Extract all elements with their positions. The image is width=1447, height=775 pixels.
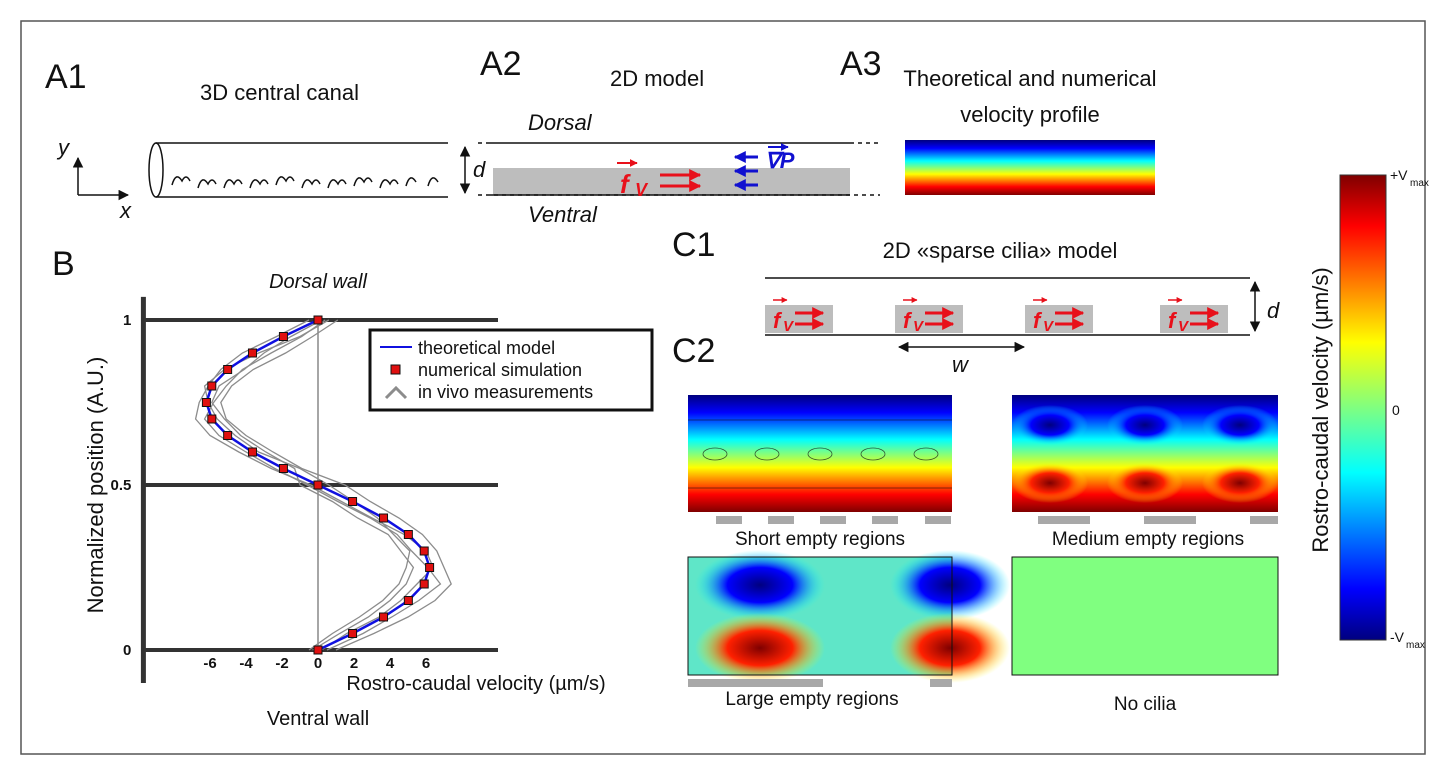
- x-tick-label: 2: [350, 655, 358, 672]
- chart-b: B 0 0.5 1 -6 -4 -2 0 2 4 6 Dorsal wall Ventral wall R…: [52, 245, 654, 730]
- colorbar-min-sub: max: [1406, 640, 1425, 651]
- panel-label: A3: [840, 45, 882, 83]
- simulation-point: [403, 596, 413, 605]
- x-tick-label: -6: [203, 655, 216, 672]
- force-subscript: V: [913, 318, 925, 335]
- map-caption: No cilia: [1114, 694, 1177, 715]
- simulation-point: [348, 497, 358, 506]
- simulation-point: [223, 431, 233, 440]
- axis-x-label: x: [119, 198, 132, 223]
- x-tick-label: 6: [422, 655, 430, 672]
- in-vivo-curve: [194, 319, 434, 651]
- x-axis-label: Rostro-caudal velocity (µm/s): [346, 673, 605, 695]
- bottom-label: Ventral wall: [267, 708, 369, 730]
- simulation-point: [207, 381, 217, 391]
- force-label: f: [903, 308, 913, 333]
- in-vivo-curve: [203, 319, 411, 651]
- y-axis-label: Normalized position (A.U.): [83, 357, 108, 614]
- simulation-point: [223, 365, 233, 374]
- simulation-point: [419, 579, 429, 589]
- colorbar-min: -V: [1390, 629, 1405, 645]
- x-tick-label: -2: [275, 655, 288, 672]
- simulation-point: [278, 464, 288, 473]
- map-caption: Medium empty regions: [1052, 529, 1244, 550]
- force-subscript: V: [783, 318, 795, 335]
- simulation-point: [278, 332, 288, 341]
- force-subscript: V: [1178, 318, 1190, 335]
- simulation-point: [348, 629, 358, 638]
- model-drawing: [478, 142, 880, 196]
- in-vivo-curve: [220, 319, 452, 651]
- y-tick-label: 1: [123, 312, 131, 329]
- panel-title: 2D model: [610, 66, 704, 91]
- panel-label: B: [52, 245, 75, 283]
- panel-title: velocity profile: [960, 102, 1099, 127]
- x-tick-label: 0: [314, 655, 322, 672]
- force-label: f: [1033, 308, 1043, 333]
- map-caption: Large empty regions: [725, 689, 898, 710]
- panel-label: C1: [672, 226, 715, 264]
- dim-label: d: [1267, 298, 1280, 323]
- simulation-point: [313, 315, 323, 325]
- simulation-point: [379, 612, 389, 622]
- axis-y-label: y: [56, 135, 71, 160]
- x-tick-label: -4: [239, 655, 253, 672]
- x-tick-label: 4: [386, 655, 395, 672]
- force-label: f: [620, 169, 631, 199]
- simulation-point: [403, 530, 413, 539]
- flow-maps: [687, 395, 1279, 687]
- velocity-heatmap: [905, 140, 1155, 195]
- in-vivo-curve: [203, 319, 442, 651]
- legend-box: [368, 328, 654, 412]
- legend-swatch: [390, 364, 401, 375]
- simulation-point: [313, 480, 323, 490]
- colorbar-title: Rostro-caudal velocity (µm/s): [1308, 267, 1333, 552]
- dim-label: d: [473, 157, 486, 182]
- legend-label: in vivo measurements: [418, 382, 593, 402]
- map-caption: Short empty regions: [735, 529, 905, 550]
- panel-title: 3D central canal: [200, 80, 359, 105]
- simulation-point: [425, 563, 435, 572]
- gradient-label: ∇P: [765, 148, 795, 173]
- dim-label: w: [952, 352, 970, 377]
- canal-drawing: [72, 142, 471, 201]
- simulation-point: [207, 414, 217, 424]
- legend-label: theoretical model: [418, 338, 555, 358]
- force-label: f: [1168, 308, 1178, 333]
- simulation-point: [247, 447, 257, 457]
- simulation-point: [419, 546, 429, 556]
- panel-title: Theoretical and numerical: [903, 66, 1156, 91]
- panel-label: C2: [672, 332, 715, 370]
- force-subscript: V: [635, 180, 649, 200]
- panel-title: 2D «sparse cilia» model: [883, 238, 1118, 263]
- top-label: Dorsal wall: [269, 271, 367, 293]
- y-tick-label: 0.5: [111, 477, 132, 494]
- colorbar-max-sub: max: [1410, 178, 1429, 189]
- frame: [20, 20, 1426, 755]
- in-vivo-curve: [211, 319, 415, 651]
- ventral-label: Ventral: [528, 202, 598, 227]
- legend-swatch: [384, 385, 408, 400]
- panel-label: A1: [45, 58, 87, 96]
- colorbar-zero: 0: [1392, 402, 1400, 418]
- dorsal-label: Dorsal: [528, 110, 593, 135]
- force-subscript: V: [1043, 318, 1055, 335]
- colorbar-max: +V: [1390, 167, 1408, 183]
- simulation-point: [247, 348, 257, 358]
- colorbar: [1339, 174, 1387, 641]
- y-tick-label: 0: [123, 642, 131, 659]
- force-label: f: [773, 308, 783, 333]
- panel-label: A2: [480, 45, 522, 83]
- simulation-point: [313, 645, 323, 655]
- legend-label: numerical simulation: [418, 360, 582, 380]
- simulation-point: [379, 513, 389, 523]
- simulation-point: [201, 398, 211, 407]
